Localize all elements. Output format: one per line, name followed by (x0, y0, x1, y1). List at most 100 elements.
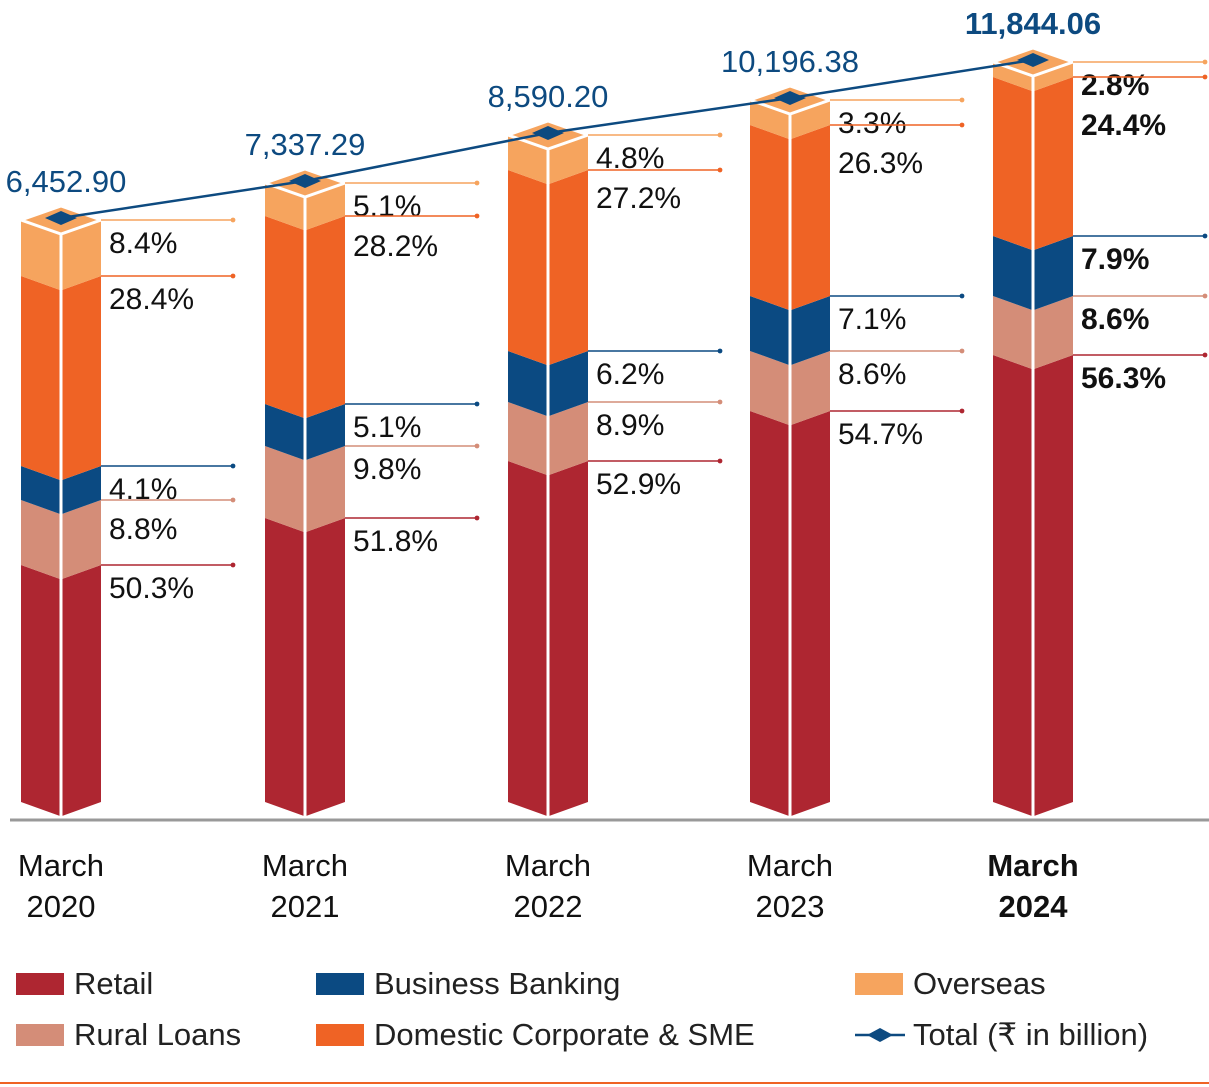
segment-label: 6.2% (596, 358, 664, 391)
category-label: 2024 (999, 889, 1069, 924)
bar-segment-left-face (265, 446, 304, 532)
total-marker (289, 174, 321, 188)
leader-dot (474, 401, 480, 407)
legend-swatch-domestic-corporate (316, 1024, 364, 1046)
total-label: 7,337.29 (245, 127, 366, 162)
legend-label: Overseas (913, 966, 1046, 1001)
category-label: March (262, 848, 348, 883)
total-label: 11,844.06 (965, 6, 1101, 41)
leader-dot (230, 562, 236, 568)
category-label: March (18, 848, 104, 883)
segment-label: 24.4% (1081, 109, 1166, 142)
legend-overseas: Overseas (855, 966, 1046, 1002)
bar-segment-left-face (508, 402, 547, 475)
bar-segment-left-face (750, 351, 789, 425)
legend-total-line-icon (855, 1028, 905, 1042)
legend-swatch-retail (16, 973, 64, 995)
category-label: March (505, 848, 591, 883)
total-marker (1017, 53, 1049, 67)
bottom-rule (0, 1082, 1209, 1084)
leader-dot (230, 497, 236, 503)
category-label: March (987, 848, 1078, 883)
bar-segment-right-face (549, 461, 588, 816)
legend-swatch-rural-loans (16, 1024, 64, 1046)
bar-segment-right-face (549, 351, 588, 416)
bar-segment-right-face (791, 100, 830, 139)
segment-label: 50.3% (109, 572, 194, 605)
segment-label: 27.2% (596, 182, 681, 215)
segment-label: 54.7% (838, 418, 923, 451)
leader-dot (1202, 352, 1208, 358)
legend-label: Business Banking (374, 966, 621, 1001)
bar-segment-left-face (993, 296, 1032, 369)
bar-segment-right-face (791, 125, 830, 310)
bar-segment-left-face (265, 518, 304, 816)
category-label: 2023 (756, 889, 825, 924)
leader-dot (959, 348, 965, 354)
leader-dot (959, 408, 965, 414)
total-label: 8,590.20 (488, 79, 609, 114)
total-marker (774, 91, 806, 105)
leader-dot (717, 167, 723, 173)
legend-rural-loans: Rural Loans (16, 1017, 241, 1053)
bar-segment-left-face (750, 125, 789, 310)
segment-label: 4.1% (109, 473, 177, 506)
bar-segment-left-face (750, 100, 789, 139)
bar-segment-right-face (306, 518, 345, 816)
leader-dot (959, 293, 965, 299)
bar-segment-left-face (265, 404, 304, 460)
bar-segment-left-face (993, 236, 1032, 310)
bar-segment-right-face (549, 402, 588, 475)
leader-dot (230, 463, 236, 469)
leader-dot (230, 273, 236, 279)
total-marker (45, 211, 77, 225)
legend-swatch-business-banking (316, 973, 364, 995)
bar-segment-right-face (549, 135, 588, 184)
segment-label: 5.1% (353, 190, 421, 223)
bar-segment-left-face (508, 170, 547, 365)
leader-dot (1202, 74, 1208, 80)
bar-segment-right-face (306, 404, 345, 460)
category-label: 2020 (27, 889, 96, 924)
segment-label: 8.6% (1081, 303, 1149, 336)
bar-segment-right-face (791, 411, 830, 816)
bar-segment-left-face (21, 276, 60, 480)
bar-segment-right-face (306, 446, 345, 532)
leader-dot (1202, 59, 1208, 65)
category-label: 2022 (514, 889, 583, 924)
legend-label: Rural Loans (74, 1017, 242, 1052)
total-marker (532, 126, 564, 140)
bar-segment-left-face (508, 135, 547, 184)
bar-segment-right-face (1034, 62, 1073, 91)
segment-label: 5.1% (353, 411, 421, 444)
bar-segment-right-face (306, 216, 345, 418)
segment-label: 26.3% (838, 147, 923, 180)
leader-dot (717, 132, 723, 138)
leader-dot (717, 458, 723, 464)
leader-dot (474, 180, 480, 186)
leader-dot (474, 515, 480, 521)
leader-dot (717, 348, 723, 354)
legend-retail: Retail (16, 966, 153, 1002)
legend-business-banking: Business Banking (316, 966, 620, 1002)
legend-total: Total (₹ in billion) (855, 1017, 1148, 1053)
legend-domestic-corporate: Domestic Corporate & SME (316, 1017, 755, 1053)
bar-segment-left-face (750, 296, 789, 365)
legend-label: Total (₹ in billion) (913, 1017, 1149, 1052)
bar-segment-right-face (791, 351, 830, 425)
segment-label: 28.4% (109, 283, 194, 316)
segment-label: 8.6% (838, 358, 906, 391)
bar-segment-left-face (21, 220, 60, 290)
category-label: 2021 (271, 889, 340, 924)
bar-segment-right-face (62, 276, 101, 480)
segment-label: 8.4% (109, 227, 177, 260)
bar-segment-left-face (993, 355, 1032, 816)
bar-segment-right-face (791, 296, 830, 365)
category-label: March (747, 848, 833, 883)
bar-segment-right-face (1034, 355, 1073, 816)
segment-label: 2.8% (1081, 69, 1149, 102)
segment-label: 8.8% (109, 513, 177, 546)
leader-dot (959, 122, 965, 128)
legend-label: Domestic Corporate & SME (374, 1017, 755, 1052)
